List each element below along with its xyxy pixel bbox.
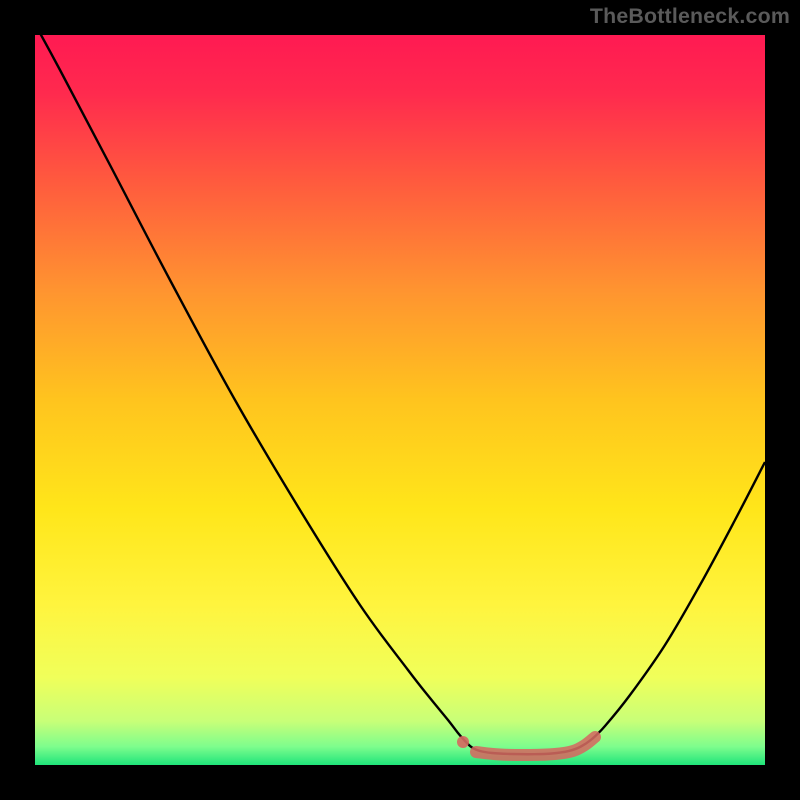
watermark-text: TheBottleneck.com <box>590 4 790 29</box>
optimal-range-start-dot <box>457 736 469 748</box>
chart-svg <box>0 0 800 800</box>
chart-stage: TheBottleneck.com <box>0 0 800 800</box>
plot-background <box>35 35 765 765</box>
